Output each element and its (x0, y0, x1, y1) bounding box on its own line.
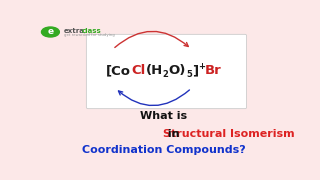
FancyArrowPatch shape (118, 90, 189, 105)
FancyBboxPatch shape (86, 34, 247, 109)
Text: e: e (47, 28, 53, 37)
Text: 5: 5 (186, 70, 192, 79)
Text: Br: Br (205, 64, 222, 77)
Text: class: class (81, 28, 101, 34)
Text: [Co: [Co (106, 64, 131, 77)
Text: 2: 2 (163, 70, 169, 79)
Text: Coordination Compounds?: Coordination Compounds? (82, 145, 246, 156)
Circle shape (42, 27, 59, 37)
Text: (H: (H (146, 64, 163, 77)
Text: Structural Isomerism: Structural Isomerism (163, 129, 295, 139)
Text: extra: extra (64, 28, 84, 34)
Text: O): O) (169, 64, 186, 77)
Text: in: in (164, 129, 180, 139)
Text: What is: What is (140, 111, 188, 121)
Text: +: + (198, 62, 205, 71)
FancyArrowPatch shape (115, 31, 188, 48)
Text: Cl: Cl (131, 64, 146, 77)
Text: get rewarded for studying: get rewarded for studying (64, 33, 114, 37)
Text: ]: ] (192, 64, 198, 77)
